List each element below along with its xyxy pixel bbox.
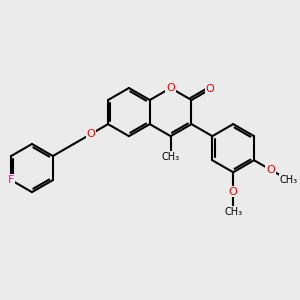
Text: CH₃: CH₃: [279, 175, 298, 185]
Text: O: O: [229, 187, 238, 196]
Text: O: O: [87, 129, 95, 139]
Text: O: O: [266, 165, 275, 175]
Text: F: F: [8, 175, 14, 185]
Text: O: O: [206, 84, 214, 94]
Text: CH₃: CH₃: [224, 207, 242, 217]
Text: CH₃: CH₃: [162, 152, 180, 162]
Text: O: O: [166, 83, 175, 93]
